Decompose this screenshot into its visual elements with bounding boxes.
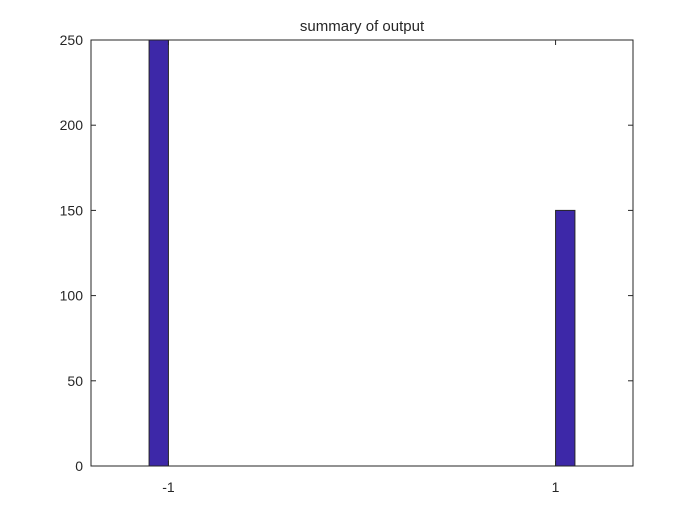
y-tick-label-2: 100: [60, 288, 84, 304]
chart-title: summary of output: [300, 18, 425, 35]
y-tick-label-5: 250: [60, 32, 84, 48]
bar-0: [148, 39, 169, 467]
x-tick-label-0: -1: [162, 479, 175, 495]
bars-layer: [148, 39, 576, 467]
y-tick-label-0: 0: [75, 458, 83, 474]
bar-3: [555, 209, 576, 467]
plot-area-border: [90, 39, 634, 467]
y-tick-label-1: 50: [67, 373, 83, 389]
y-tick-label-4: 200: [60, 117, 84, 133]
x-tick-label-1: 1: [552, 479, 560, 495]
ticks-layer: 0 50 100 150 200 250 -1 1: [60, 32, 633, 495]
y-tick-label-3: 150: [60, 202, 84, 218]
